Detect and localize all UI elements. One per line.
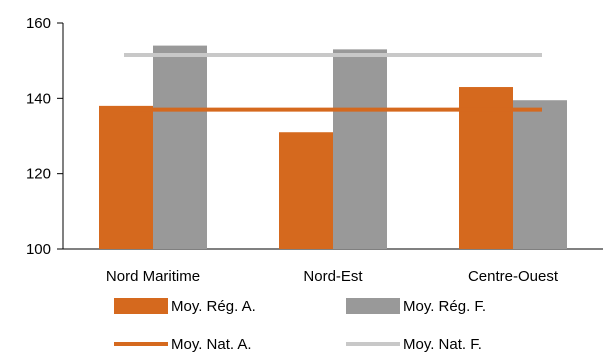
bar-f-1 <box>153 45 207 249</box>
y-tick-label: 120 <box>26 166 51 183</box>
legend-item-reg-a: Moy. Rég. A. <box>114 298 256 315</box>
reference-lines <box>124 53 542 112</box>
legend-item-nat-f: Moy. Nat. F. <box>346 336 482 353</box>
bar-a-3 <box>459 87 513 250</box>
legend: Moy. Rég. A. Moy. Rég. F. Moy. Nat. A. Moy.… <box>114 298 486 353</box>
x-category-label: Centre-Ouest <box>468 268 559 285</box>
legend-label: Moy. Rég. A. <box>171 298 256 315</box>
bar-a-1 <box>99 105 153 249</box>
legend-label: Moy. Nat. F. <box>403 336 482 352</box>
legend-item-reg-f: Moy. Rég. F. <box>346 298 486 315</box>
y-tick-label: 160 <box>26 15 51 32</box>
y-tick-labels: 100 120 140 160 <box>26 15 51 258</box>
legend-item-nat-a: Moy. Nat. A. <box>114 336 252 353</box>
y-tick-label: 100 <box>26 241 51 258</box>
bars <box>99 45 567 250</box>
y-tick-label: 140 <box>26 90 51 107</box>
legend-swatch <box>114 298 168 314</box>
legend-label: Moy. Nat. A. <box>171 336 252 352</box>
bar-a-2 <box>279 132 333 249</box>
x-category-label: Nord Maritime <box>106 268 200 285</box>
bar-f-2 <box>333 49 387 249</box>
legend-swatch <box>346 298 400 314</box>
bar-f-3 <box>513 100 567 249</box>
x-category-labels: Nord Maritime Nord-Est Centre-Ouest <box>106 268 559 285</box>
legend-label: Moy. Rég. F. <box>403 298 486 315</box>
x-category-label: Nord-Est <box>303 268 363 285</box>
